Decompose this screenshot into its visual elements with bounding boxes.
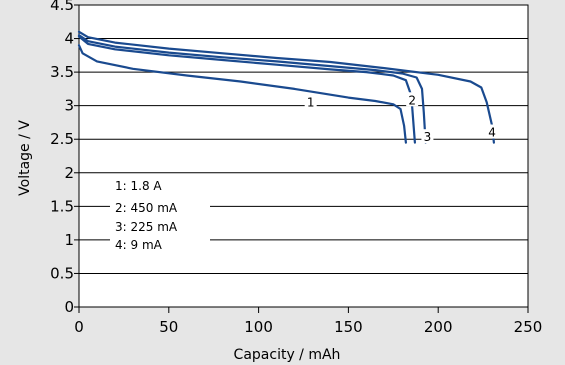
legend-item-2: 2: 450 mA	[115, 201, 178, 215]
x-tick-label: 0	[74, 318, 84, 336]
curve-label-3: 3	[424, 130, 432, 144]
y-tick-label: 2	[64, 164, 74, 182]
x-tick-label: 50	[159, 318, 178, 336]
curve-label-bg	[421, 129, 434, 144]
y-tick-label: 4.5	[50, 0, 74, 14]
legend: 1: 1.8 A 2: 450 mA 3: 225 mA 4: 9 mA	[110, 178, 210, 256]
y-tick-label: 1.5	[50, 197, 74, 215]
series-line-1	[77, 44, 407, 144]
curve-label-4: 4	[488, 126, 496, 140]
curve-label-1: 1	[307, 95, 315, 109]
x-axis: 0 50 100 150 200 250	[74, 307, 542, 336]
x-tick-label: 150	[334, 318, 363, 336]
y-tick-label: 0.5	[50, 264, 74, 282]
y-tick-label: 3.5	[50, 63, 74, 81]
x-tick-label: 200	[424, 318, 453, 336]
series-line-3	[77, 34, 427, 144]
y-tick-label: 3	[64, 97, 74, 115]
curve-label-bg	[304, 94, 317, 109]
x-axis-title: Capacity / mAh	[234, 347, 341, 363]
y-tick-label: 0	[64, 298, 74, 316]
y-tick-label: 4	[64, 30, 74, 48]
curve-labels: 1 2 3 4	[304, 92, 499, 144]
y-axis: 0 0.5 1 1.5 2 2.5 3 3.5 4 4.5	[50, 0, 79, 316]
legend-background	[110, 178, 210, 256]
y-tick-label: 1	[64, 231, 74, 249]
curve-label-2: 2	[408, 93, 416, 107]
plot-area	[78, 4, 529, 308]
x-tick-label: 100	[244, 318, 273, 336]
curve-label-bg	[406, 92, 419, 107]
y-axis-title: Voltage / V	[17, 120, 33, 196]
curve-label-bg	[486, 124, 499, 139]
x-tick-label: 250	[514, 318, 543, 336]
legend-item-3: 3: 225 mA	[115, 220, 178, 234]
series-line-4	[77, 30, 495, 144]
legend-item-1: 1: 1.8 A	[115, 179, 162, 193]
legend-item-4: 4: 9 mA	[115, 238, 163, 252]
y-tick-label: 2.5	[50, 130, 74, 148]
